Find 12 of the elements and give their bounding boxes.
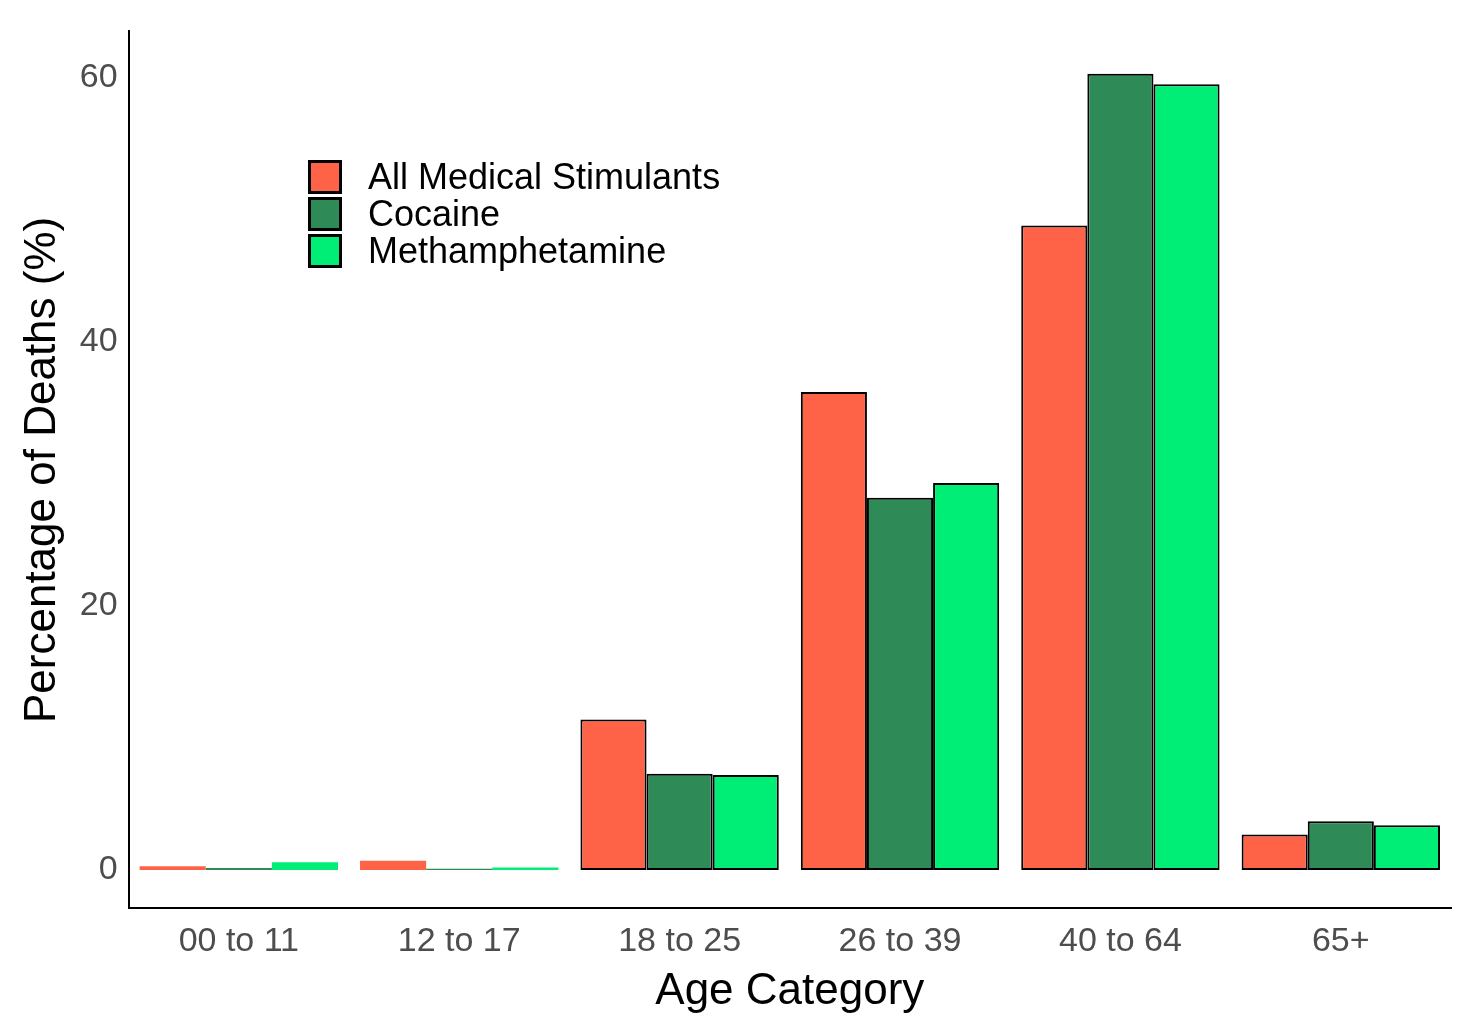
x-axis-title: Age Category [655, 963, 925, 1013]
x-tick-label: 40 to 64 [1058, 920, 1182, 959]
x-tick-label: 18 to 25 [618, 920, 742, 959]
y-tick-label: 20 [79, 584, 118, 623]
x-tick-label: 65+ [1311, 920, 1370, 959]
x-tick-label: 26 to 39 [838, 920, 962, 959]
x-tick-label: 12 to 17 [397, 920, 521, 959]
y-axis-title: Percentage of Deaths (%) [14, 216, 64, 724]
y-tick-label: 60 [79, 56, 118, 94]
x-tick-label: 00 to 11 [178, 920, 299, 959]
y-tick-label: 0 [98, 848, 118, 887]
y-tick-label: 40 [79, 320, 118, 359]
